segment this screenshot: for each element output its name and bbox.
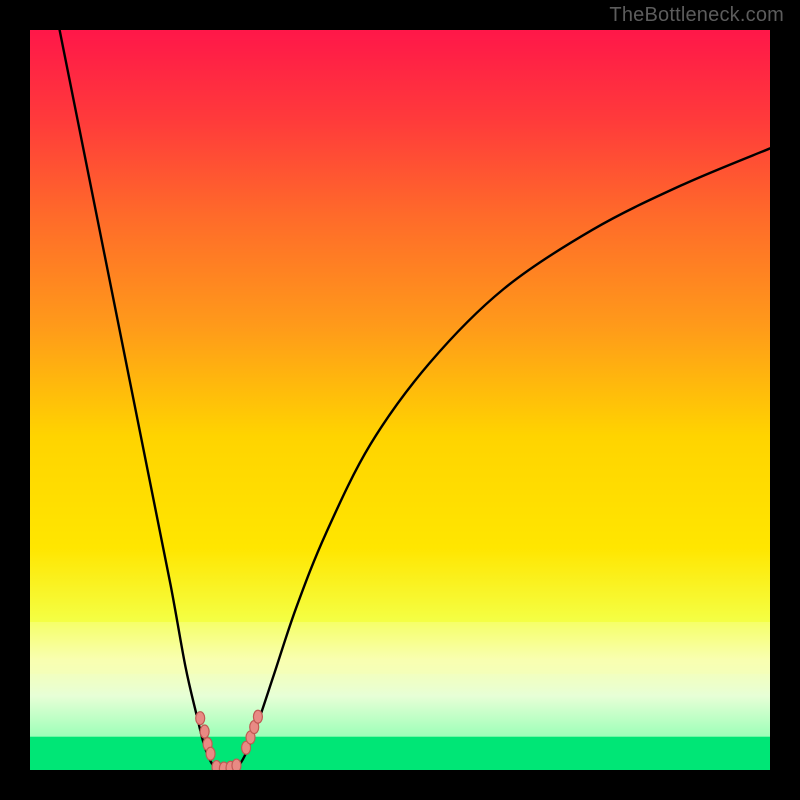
green-band [30, 737, 770, 770]
data-marker [200, 725, 209, 738]
data-marker [232, 759, 241, 770]
watermark-text: TheBottleneck.com [609, 4, 784, 27]
data-marker [196, 712, 205, 725]
chart-container: TheBottleneck.com [0, 0, 800, 800]
yellow-band [30, 622, 770, 674]
bottleneck-curve-chart [30, 30, 770, 770]
data-marker [253, 710, 262, 723]
data-marker [206, 747, 215, 760]
plot-area [30, 30, 770, 770]
